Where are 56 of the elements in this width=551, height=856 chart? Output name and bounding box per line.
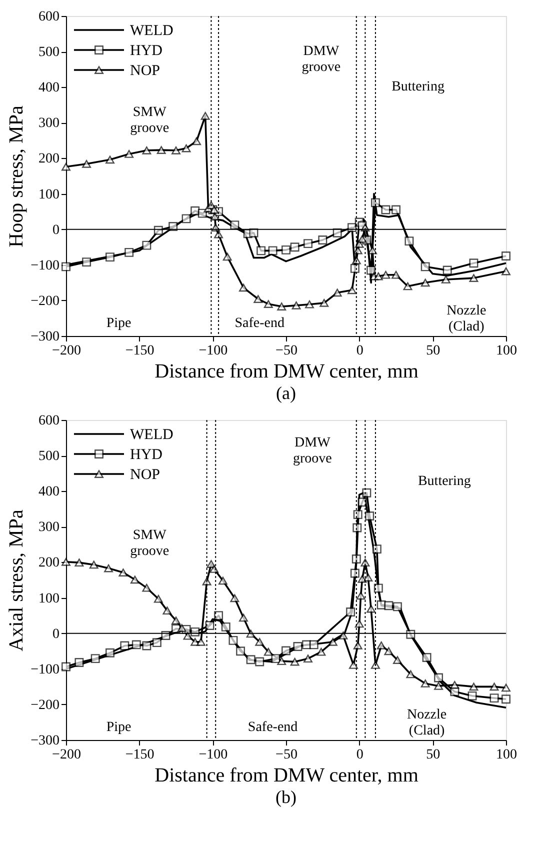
x-tick-label: 0: [356, 748, 364, 762]
annotation: DMW groove: [292, 435, 332, 466]
legend-label: WELD: [130, 427, 174, 443]
y-tick-label: 600: [38, 414, 60, 428]
y-axis-title: Hoop stress, MPa: [6, 106, 28, 248]
annotation: DMW groove: [302, 44, 341, 76]
x-tick-label: 50: [426, 344, 440, 358]
x-tick-label: −150: [125, 748, 154, 762]
x-tick-label: −150: [125, 344, 154, 358]
y-tick-label: 100: [38, 591, 60, 606]
legend-label: WELD: [130, 23, 174, 39]
annotation: Pipe: [106, 720, 132, 736]
legend-label: NOP: [130, 63, 160, 79]
x-tick-label: −50: [276, 748, 298, 762]
x-tick-label: 50: [426, 748, 440, 762]
x-tick-label: 0: [356, 344, 364, 358]
y-tick-label: 400: [38, 484, 60, 500]
y-tick-label: 300: [38, 520, 60, 536]
y-tick-label: 500: [38, 449, 60, 464]
y-tick-label: 0: [52, 222, 60, 238]
y-axis-title: Axial stress, MPa: [6, 510, 28, 652]
x-axis-title: Distance from DMW center, mm: [154, 764, 419, 786]
legend-label: HYD: [130, 447, 163, 463]
annotation: SMW groove: [130, 528, 170, 560]
text: (a): [276, 383, 296, 403]
y-tick-label: −200: [30, 698, 60, 713]
legend-label: NOP: [130, 467, 160, 483]
y-tick-label: −100: [30, 662, 60, 678]
x-tick-label: −100: [198, 344, 228, 358]
x-axis-title: Distance from DMW center, mm: [154, 360, 419, 382]
y-tick-label: 600: [38, 10, 60, 24]
y-tick-label: 200: [38, 152, 60, 167]
annotation: Nozzle (Clad): [406, 707, 447, 738]
y-tick-label: 100: [38, 187, 60, 202]
y-tick-label: 300: [38, 116, 60, 132]
text: (b): [276, 787, 296, 807]
annotation: Buttering: [418, 474, 471, 489]
y-tick-label: 0: [52, 626, 60, 642]
y-tick-label: −100: [30, 258, 60, 274]
annotation: Safe-end: [248, 720, 298, 736]
annotation: SMW groove: [130, 105, 170, 136]
y-tick-label: −300: [30, 330, 60, 344]
annotation: Safe-end: [234, 316, 284, 332]
x-tick-label: 100: [496, 748, 517, 762]
y-tick-label: −200: [30, 294, 60, 309]
x-tick-label: 100: [496, 344, 517, 358]
y-tick-label: 500: [38, 45, 60, 60]
x-tick-label: −50: [276, 344, 298, 358]
annotation: Nozzle (Clad): [446, 303, 486, 334]
x-tick-label: −100: [198, 748, 228, 762]
y-tick-label: −300: [30, 734, 60, 748]
y-tick-label: 200: [38, 556, 60, 571]
legend-label: HYD: [130, 43, 163, 59]
y-tick-label: 400: [38, 80, 60, 96]
annotation: Buttering: [392, 79, 444, 94]
annotation: Pipe: [106, 316, 132, 332]
